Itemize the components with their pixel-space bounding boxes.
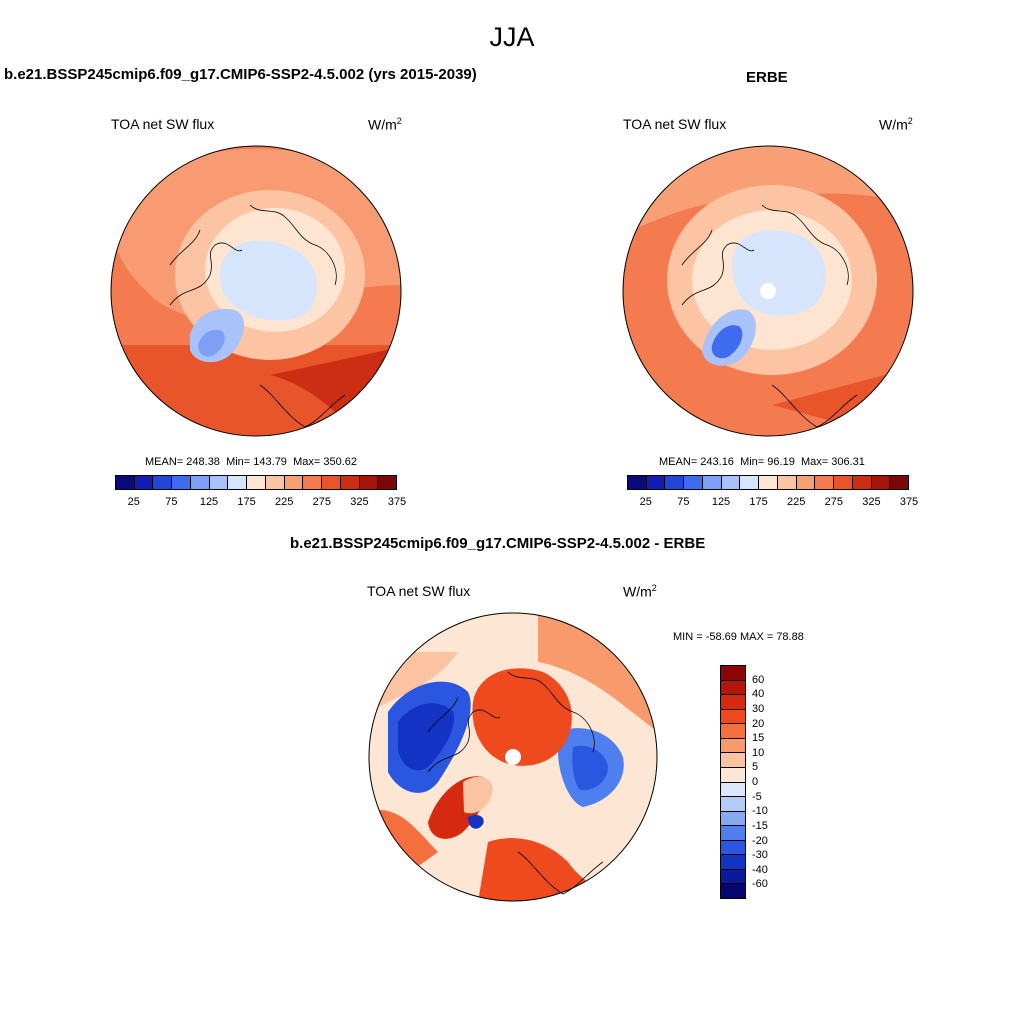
colorbar-tick-label: 5 [752,761,759,774]
colorbar-tick-label: 275 [312,496,331,508]
colorbar-swatch [871,476,891,489]
colorbar-swatch [116,476,135,489]
colorbar-swatch [322,476,341,489]
panel3-title: b.e21.BSSP245cmip6.f09_g17.CMIP6-SSP2-4.… [290,535,706,552]
colorbar-tick-label: 125 [199,496,219,508]
colorbar-tick-label: 225 [787,496,806,508]
panel3-colorbar [720,665,746,899]
colorbar-tick-label: 325 [862,496,881,508]
colorbar-swatch [721,709,745,725]
colorbar-tick-label: 375 [387,496,407,508]
colorbar-swatch [265,476,285,489]
colorbar-tick-label: 175 [237,496,256,508]
colorbar-tick-label: 60 [752,673,765,686]
colorbar-swatch [815,476,835,489]
panel3-colorbar-ticks: 60 40 30 20 15 10 5 0 -5 -10 -15 -20 -30 -40 -60 [752,665,812,899]
colorbar-swatch [340,476,360,489]
colorbar-swatch [777,476,797,489]
colorbar-swatch [646,476,666,489]
panel1-colorbar-ticks: 25 75 125 175 225 275 325 375 [115,496,407,510]
colorbar-tick-label: -10 [752,805,768,818]
colorbar-tick-label: 225 [275,496,294,508]
panel2-polar-map [622,145,914,437]
colorbar-swatch [721,884,745,898]
colorbar-tick-label: 30 [752,702,765,715]
figure-title: JJA [489,22,535,52]
colorbar-tick-label: 25 [639,496,652,508]
colorbar-swatch [740,476,760,489]
colorbar-swatch [721,826,745,841]
panel3-variable: TOA net SW flux [367,583,471,599]
colorbar-swatch [378,476,397,489]
colorbar-swatch [665,476,685,489]
panel1-stats: MEAN= 248.38 Min= 143.79 Max= 350.62 [145,456,357,468]
colorbar-swatch [628,476,647,489]
colorbar-swatch [890,476,909,489]
colorbar-swatch [796,476,816,489]
panel2-stats: MEAN= 243.16 Min= 96.19 Max= 306.31 [659,456,865,468]
colorbar-tick-label: 40 [752,688,765,701]
colorbar-tick-label: -30 [752,849,768,862]
colorbar-tick-label: 325 [350,496,369,508]
colorbar-swatch [684,476,703,489]
colorbar-tick-label: -20 [752,834,768,847]
colorbar-swatch [721,724,745,739]
colorbar-swatch [702,476,722,489]
colorbar-swatch [834,476,853,489]
colorbar-swatch [721,855,745,870]
colorbar-tick-label: -60 [752,878,768,891]
colorbar-swatch [134,476,154,489]
colorbar-swatch [721,767,745,783]
colorbar-tick-label: 125 [711,496,731,508]
colorbar-swatch [721,738,745,754]
colorbar-tick-label: 75 [677,496,690,508]
panel3-units: W/m2 [623,583,657,600]
panel3-polar-map [368,612,658,902]
panel2-variable: TOA net SW flux [623,116,727,132]
colorbar-swatch [303,476,323,489]
colorbar-swatch [228,476,248,489]
colorbar-swatch [284,476,304,489]
colorbar-swatch [721,797,745,812]
panel2-colorbar [627,475,909,490]
colorbar-tick-label: 175 [749,496,768,508]
panel1-title: b.e21.BSSP245cmip6.f09_g17.CMIP6-SSP2-4.… [4,66,477,83]
colorbar-swatch [721,753,745,768]
colorbar-swatch [209,476,229,489]
colorbar-tick-label: 15 [752,732,765,745]
colorbar-tick-label: -40 [752,863,768,876]
colorbar-tick-label: 20 [752,717,765,730]
panel2-title: ERBE [746,69,788,86]
panel1-colorbar [115,475,397,490]
colorbar-swatch [721,666,745,681]
colorbar-swatch [721,680,745,696]
colorbar-tick-label: -5 [752,790,762,803]
panel1-variable: TOA net SW flux [111,116,215,132]
colorbar-tick-label: 375 [899,496,919,508]
colorbar-swatch [721,476,741,489]
colorbar-tick-label: 0 [752,776,759,788]
colorbar-swatch [190,476,210,489]
colorbar-tick-label: -15 [752,819,768,832]
colorbar-swatch [721,869,745,885]
colorbar-swatch [172,476,191,489]
panel1-polar-map [110,145,402,437]
colorbar-swatch [721,782,745,798]
panel1-units: W/m2 [368,116,402,133]
colorbar-tick-label: 75 [165,496,178,508]
colorbar-swatch [721,811,745,827]
colorbar-tick-label: 275 [824,496,843,508]
panel2-colorbar-ticks: 25 75 125 175 225 275 325 375 [627,496,919,510]
colorbar-swatch [852,476,872,489]
colorbar-swatch [721,840,745,856]
colorbar-swatch [359,476,379,489]
colorbar-swatch [247,476,266,489]
panel2-units: W/m2 [879,116,913,133]
colorbar-tick-label: 25 [127,496,140,508]
colorbar-swatch [153,476,173,489]
colorbar-swatch [721,695,745,710]
colorbar-swatch [759,476,778,489]
colorbar-tick-label: 10 [752,746,765,759]
panel3-minmax: MIN = -58.69 MAX = 78.88 [673,631,804,643]
